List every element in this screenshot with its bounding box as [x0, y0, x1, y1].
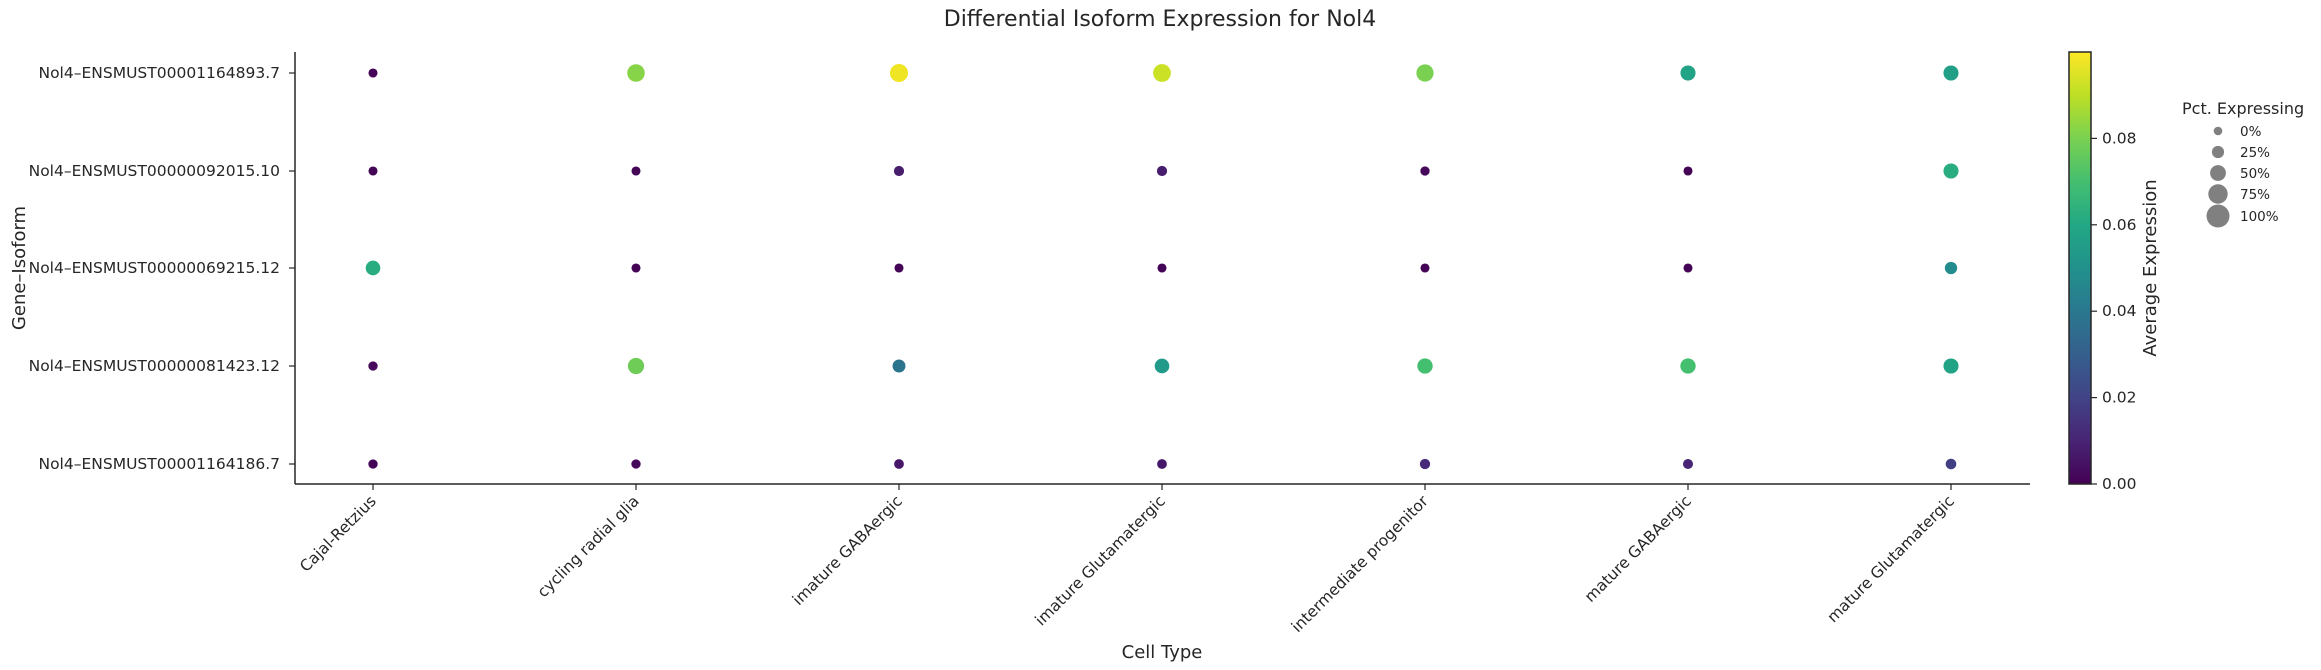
- x-tick-label: mature Glutamatergic: [1824, 492, 1958, 626]
- colorbar-tick-label: 0.02: [2102, 389, 2137, 407]
- size-legend-marker: [2210, 165, 2226, 181]
- dot: [1417, 358, 1433, 374]
- dot: [892, 359, 906, 373]
- size-legend-label: 50%: [2240, 166, 2270, 182]
- size-legend-marker: [2213, 126, 2223, 136]
- dot: [1683, 263, 1693, 273]
- colorbar-tick-label: 0.08: [2102, 129, 2137, 147]
- x-tick-label: intermediate progenitor: [1288, 492, 1432, 636]
- dot: [1680, 65, 1696, 81]
- size-legend-label: 100%: [2240, 209, 2279, 225]
- size-legend: Pct. Expressing 0% 25% 50% 75% 100%: [2182, 99, 2304, 228]
- size-legend-marker: [2211, 145, 2225, 159]
- dot: [1157, 459, 1167, 469]
- dot: [627, 357, 645, 375]
- y-tick-label: Nol4–ENSMUST00000069215.12: [29, 259, 280, 277]
- colorbar-ticks: 0.00 0.02 0.04 0.06 0.08: [2091, 129, 2137, 493]
- y-tick-labels: Nol4–ENSMUST00001164893.7 Nol4–ENSMUST000…: [29, 64, 295, 473]
- chart-title: Differential Isoform Expression for Nol4: [944, 7, 1377, 32]
- x-tick-labels: Cajal-Retzius cycling radial glia imature …: [296, 484, 1958, 636]
- dot: [365, 260, 381, 276]
- dot: [627, 64, 645, 82]
- size-legend-title: Pct. Expressing: [2182, 99, 2304, 118]
- dot: [631, 166, 641, 176]
- dot: [1682, 458, 1694, 470]
- dot: [1154, 358, 1170, 374]
- colorbar-tick-label: 0.06: [2102, 216, 2137, 234]
- dot: [368, 459, 378, 469]
- size-legend-marker: [2206, 204, 2230, 228]
- y-axis-label: Gene–Isoform: [9, 206, 30, 330]
- dot: [889, 63, 909, 83]
- x-tick-label: Cajal-Retzius: [296, 492, 379, 575]
- y-tick-label: Nol4–ENSMUST00000092015.10: [29, 162, 280, 180]
- dot: [1683, 166, 1693, 176]
- dot: [1943, 163, 1959, 179]
- x-axis-label: Cell Type: [1122, 642, 1203, 663]
- x-tick-label: imature GABAergic: [789, 492, 906, 609]
- dot: [368, 166, 378, 176]
- y-tick-label: Nol4–ENSMUST00001164893.7: [38, 64, 280, 82]
- dot: [1944, 261, 1958, 275]
- y-tick-label: Nol4–ENSMUST00000081423.12: [29, 357, 280, 375]
- dot: [1153, 64, 1171, 82]
- x-tick-label: cycling radial glia: [534, 492, 643, 601]
- dot: [631, 459, 641, 469]
- dot: [1157, 263, 1167, 273]
- dot: [894, 263, 904, 273]
- size-legend-marker: [2208, 184, 2228, 204]
- dot: [368, 68, 378, 78]
- dot: [1943, 358, 1959, 374]
- colorbar-tick-label: 0.04: [2102, 302, 2137, 320]
- dot: [1943, 65, 1959, 81]
- dot: [1419, 458, 1431, 470]
- x-tick-label: imature Glutamatergic: [1032, 492, 1169, 629]
- dot: [1420, 166, 1430, 176]
- dot: [631, 263, 641, 273]
- size-legend-label: 75%: [2240, 187, 2270, 203]
- colorbar-gradient: [2068, 51, 2092, 485]
- dot: [1680, 358, 1696, 374]
- x-tick-label: mature GABAergic: [1581, 492, 1695, 606]
- y-tick-label: Nol4–ENSMUST00001164186.7: [38, 455, 280, 473]
- dot: [893, 165, 905, 177]
- dot: [1945, 458, 1957, 470]
- size-legend-label: 0%: [2240, 124, 2262, 140]
- colorbar-tick-label: 0.00: [2102, 475, 2137, 493]
- dot-series: [365, 63, 1959, 470]
- colorbar-label: Average Expression: [2140, 179, 2161, 356]
- colorbar: 0.00 0.02 0.04 0.06 0.08 Average Expression: [2068, 51, 2161, 493]
- size-legend-label: 25%: [2240, 145, 2270, 161]
- dot: [1156, 165, 1168, 177]
- dot: [894, 459, 904, 469]
- dot: [368, 361, 378, 371]
- dot: [1420, 263, 1430, 273]
- dot: [1416, 64, 1434, 82]
